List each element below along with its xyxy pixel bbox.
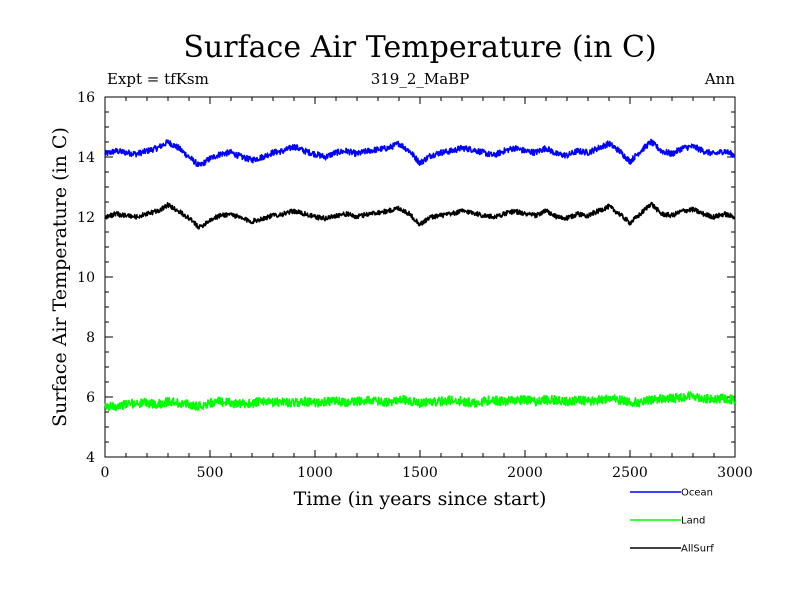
legend: Ocean Land AllSurf [630,488,714,555]
x-axis-label: Time (in years since start) [294,488,547,510]
x-tick-label: 1000 [297,465,333,481]
experiment-label: Expt = tfKsm [107,70,209,88]
y-tick-label: 14 [77,150,95,166]
series-line-allsurf [104,201,736,230]
period-label: Ann [704,70,735,88]
x-tick-label: 2500 [612,465,648,481]
run-label: 319_2_MaBP [371,70,470,88]
x-tick-label: 0 [101,465,110,481]
legend-label-ocean: Ocean [681,488,713,499]
legend-label-land: Land [681,516,705,527]
series-line-land [104,391,736,412]
y-tick-label: 4 [86,450,95,466]
y-tick-label: 8 [86,330,95,346]
x-tick-label: 1500 [402,465,438,481]
x-tick-label: 3000 [717,465,753,481]
x-tick-labels: 0 500 1000 1500 2000 2500 3000 [101,465,753,481]
x-tick-label: 2000 [507,465,543,481]
legend-label-allsurf: AllSurf [681,544,714,555]
y-tick-label: 6 [86,390,95,406]
series-line-ocean [104,138,736,167]
y-axis-label: Surface Air Temperature (in C) [49,127,71,427]
x-tick-label: 500 [197,465,224,481]
y-tick-label: 10 [77,270,95,286]
series-lines [104,138,736,412]
y-tick-labels: 4 6 8 10 12 14 16 [77,90,95,466]
y-tick-label: 16 [77,90,95,106]
y-tick-label: 12 [77,210,95,226]
chart-title: Surface Air Temperature (in C) [183,30,656,65]
